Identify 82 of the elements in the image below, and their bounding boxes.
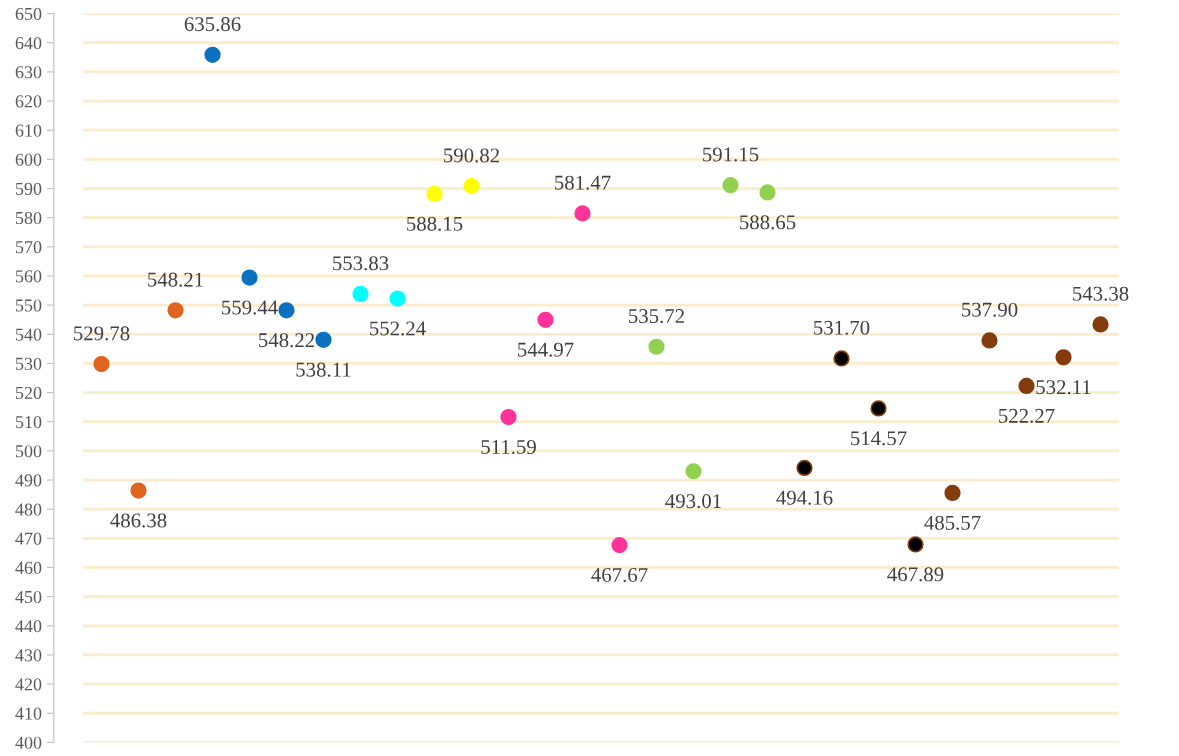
point xyxy=(796,459,813,477)
y-tick-label: 620 xyxy=(15,95,42,108)
y-tick-label: 480 xyxy=(15,503,42,516)
data-label: 553.83 xyxy=(333,256,389,271)
data-label: 552.24 xyxy=(370,321,426,336)
data-label: 467.89 xyxy=(887,567,944,582)
data-label: 535.72 xyxy=(629,309,684,324)
point xyxy=(685,463,702,480)
data-label: 537.90 xyxy=(962,302,1018,317)
y-tick-label: 550 xyxy=(15,299,42,312)
data-label: 486.38 xyxy=(110,513,167,528)
data-label: 559.44 xyxy=(222,300,278,315)
point xyxy=(204,46,221,63)
y-tick-label: 410 xyxy=(15,707,42,720)
point xyxy=(278,302,295,319)
data-label: 548.21 xyxy=(148,272,203,287)
data-label: 590.82 xyxy=(444,148,499,163)
data-label: 588.15 xyxy=(407,216,463,231)
point xyxy=(981,332,998,349)
point xyxy=(944,484,961,502)
point xyxy=(1055,349,1072,366)
data-label: 467.67 xyxy=(591,568,648,583)
point xyxy=(537,311,554,328)
data-label: 591.15 xyxy=(703,147,759,162)
point xyxy=(722,177,739,194)
y-tick-label: 580 xyxy=(15,211,42,225)
data-label: 514.57 xyxy=(851,431,907,446)
y-tick-label: 640 xyxy=(15,37,42,50)
y-tick-label: 570 xyxy=(15,241,42,254)
point xyxy=(611,537,628,554)
data-label: 635.86 xyxy=(184,17,241,32)
data-label: 494.16 xyxy=(776,490,833,505)
y-tick-label: 560 xyxy=(15,270,42,283)
point xyxy=(648,338,665,355)
point xyxy=(500,408,517,426)
y-tick-label: 400 xyxy=(15,736,42,749)
y-tick-label: 520 xyxy=(15,386,42,400)
y-tick-label: 490 xyxy=(15,474,42,487)
point xyxy=(130,482,147,499)
y-tick-label: 590 xyxy=(15,182,42,195)
y-tick-label: 540 xyxy=(15,328,42,341)
data-label: 588.65 xyxy=(740,215,796,230)
data-label: 522.27 xyxy=(999,408,1055,423)
y-tick-label: 610 xyxy=(15,124,42,137)
data-label: 532.11 xyxy=(1036,380,1091,395)
point xyxy=(907,536,924,553)
point xyxy=(759,184,776,201)
y-tick-label: 530 xyxy=(15,357,42,370)
y-tick-label: 460 xyxy=(15,561,42,574)
data-label: 544.97 xyxy=(518,342,574,357)
point xyxy=(1092,316,1109,333)
y-tick-label: 430 xyxy=(15,649,42,662)
point xyxy=(167,302,184,319)
data-label: 485.57 xyxy=(924,515,981,530)
y-tick-label: 470 xyxy=(15,532,42,545)
point xyxy=(1018,377,1035,395)
point xyxy=(241,269,258,286)
y-tick-label: 600 xyxy=(15,153,42,166)
y-tick-label: 500 xyxy=(15,445,42,458)
data-label: 529.78 xyxy=(74,326,130,341)
data-label: 493.01 xyxy=(665,494,721,509)
y-tick-label: 650 xyxy=(15,7,42,21)
point xyxy=(463,178,480,195)
y-tick-label: 450 xyxy=(15,590,42,604)
data-label: 538.11 xyxy=(296,362,351,377)
data-label: 548.22 xyxy=(259,333,314,348)
point xyxy=(315,331,332,348)
point xyxy=(574,205,591,222)
point xyxy=(833,350,850,367)
y-tick-label: 630 xyxy=(15,66,42,79)
point xyxy=(352,285,369,303)
data-label: 511.59 xyxy=(481,439,536,455)
y-tick-label: 420 xyxy=(15,678,42,691)
data-label: 531.70 xyxy=(814,320,870,335)
y-tick-label: 510 xyxy=(15,415,42,429)
point xyxy=(870,400,887,417)
point xyxy=(389,290,406,307)
data-label: 543.38 xyxy=(1073,286,1129,301)
point xyxy=(426,185,443,203)
y-tick-label: 440 xyxy=(15,620,42,633)
data-label: 581.47 xyxy=(555,175,611,190)
point xyxy=(93,355,110,373)
